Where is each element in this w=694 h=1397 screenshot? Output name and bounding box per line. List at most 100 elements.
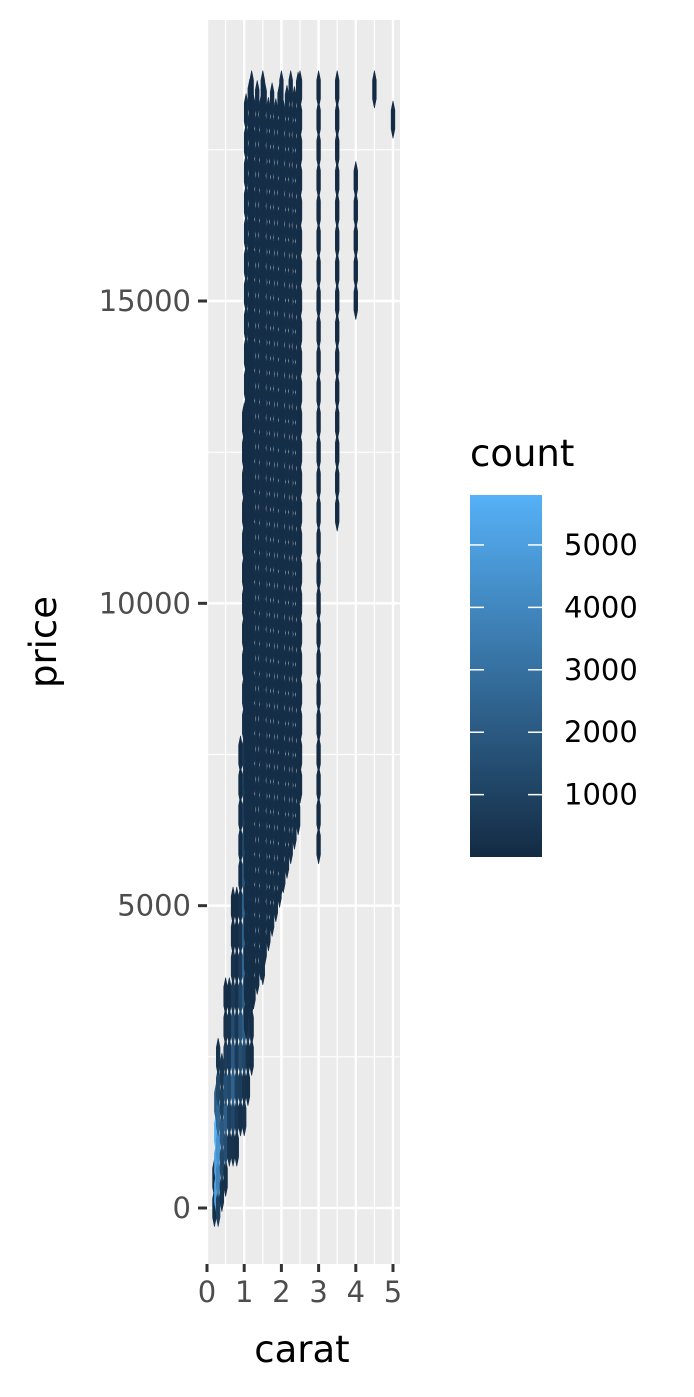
legend-break-label: 2000 xyxy=(564,715,638,749)
x-axis-title: carat xyxy=(254,1328,349,1371)
hexbin-cell xyxy=(262,81,267,120)
color-legend: count 1000 2000 3000 4000 5000 xyxy=(470,432,638,857)
hexbin-cell xyxy=(295,646,301,684)
hexbin-cell xyxy=(295,615,301,654)
hexbin-cell xyxy=(288,70,293,109)
hexbin-cell xyxy=(316,251,321,290)
hexbin-cell xyxy=(335,100,340,139)
hexbin-cell xyxy=(243,93,249,132)
hexbin-cell xyxy=(295,222,301,261)
hexbin-cell xyxy=(335,403,340,441)
hexbin-cell xyxy=(316,675,321,713)
hexbin-cell xyxy=(335,251,340,290)
hexbin-cell xyxy=(316,463,321,502)
hexbin-cell xyxy=(335,221,340,260)
hexbin-cell xyxy=(295,585,301,624)
hexbin-cell xyxy=(316,161,321,199)
hexbin-cell xyxy=(230,886,236,925)
hexbin-cell xyxy=(242,1098,247,1137)
hexbin-cell xyxy=(316,372,321,411)
hexbin-cell xyxy=(269,82,275,121)
hexbin-cell xyxy=(316,826,321,864)
hexbin-cell xyxy=(251,94,256,133)
hexbin-cell xyxy=(295,132,301,170)
hexbin-cell xyxy=(353,282,358,320)
hexbin-cell xyxy=(234,1128,239,1167)
legend-break-label: 4000 xyxy=(564,590,638,624)
hexbin-cell xyxy=(295,192,301,231)
hexbin-cell xyxy=(284,85,290,123)
hexbin-cell xyxy=(238,735,243,774)
hexbin-cell xyxy=(295,797,301,835)
hexbin-cell xyxy=(266,97,271,135)
hexbin-cell xyxy=(316,765,321,804)
hexbin-cell xyxy=(295,495,301,533)
hexbin-cell xyxy=(295,253,301,291)
hexbin-cell xyxy=(295,434,301,473)
hexbin-cell xyxy=(255,80,260,118)
hexbin-cell xyxy=(295,283,301,322)
hexbin-cell xyxy=(316,644,321,683)
hexbin-cell xyxy=(295,525,301,563)
y-tick-label: 15000 xyxy=(99,284,191,318)
hexbin-cell xyxy=(316,312,321,351)
hexbin-cell xyxy=(335,372,340,411)
hexbin-cell xyxy=(353,251,358,290)
legend-break-label: 1000 xyxy=(564,778,638,812)
hexbin-cell xyxy=(372,70,377,109)
hexbin-cell xyxy=(295,676,301,715)
hexbin-cell xyxy=(249,1038,254,1076)
hexbin-cell xyxy=(316,70,321,109)
hexbin-cell xyxy=(277,83,282,122)
hexbin-cell xyxy=(335,433,340,471)
hexbin-cell xyxy=(335,282,340,320)
hexbin-cell xyxy=(335,70,340,109)
hexbin-cell xyxy=(316,735,321,774)
hexbin-cell xyxy=(316,554,321,592)
hexbin-cell xyxy=(295,555,301,594)
hexbin-cell xyxy=(335,342,340,381)
hexbin-cell xyxy=(295,767,301,805)
x-tick-label: 3 xyxy=(309,1275,327,1309)
legend-title: count xyxy=(470,432,574,475)
hexbin-cell xyxy=(245,1068,251,1106)
hexbin-cell xyxy=(316,221,321,260)
y-tick-label: 10000 xyxy=(99,586,191,620)
hexbin-cell xyxy=(295,404,301,442)
hexbin-cell xyxy=(295,706,301,745)
hexbin-cell xyxy=(295,343,301,382)
x-tick-label: 2 xyxy=(272,1275,290,1309)
hexbin-cell xyxy=(258,95,264,134)
hexbin-cell xyxy=(335,131,340,169)
hexbin-cell xyxy=(273,98,278,136)
hexbin-cell xyxy=(247,79,252,117)
y-axis-title: price xyxy=(22,596,65,688)
hexbin-cell xyxy=(335,493,340,532)
x-tick-label: 0 xyxy=(198,1275,216,1309)
hexbin-cell xyxy=(353,221,358,260)
hexbin-cell xyxy=(295,71,301,110)
legend-break-label: 3000 xyxy=(564,653,638,687)
hexbin-cell xyxy=(292,86,297,124)
hexbin-cell xyxy=(316,584,321,623)
hexbin-cell xyxy=(223,1158,228,1197)
hexbin-cell xyxy=(295,464,301,503)
hexbin-cell xyxy=(316,100,321,139)
hexbin-cell xyxy=(234,886,239,925)
hexbin-cell xyxy=(316,403,321,441)
hexbin-cell xyxy=(316,191,321,230)
hexbin-cell xyxy=(219,1053,225,1091)
hexbin-cell xyxy=(295,162,301,201)
hexbin-cell xyxy=(316,493,321,532)
hexbin-cell xyxy=(223,977,228,1016)
x-tick-label: 1 xyxy=(235,1275,253,1309)
hexbin-cell xyxy=(353,191,358,230)
hexbin-cell xyxy=(295,736,301,775)
hexbin-cell xyxy=(335,161,340,199)
hexbin-cell xyxy=(295,313,301,352)
hexbin-cell xyxy=(295,374,301,412)
hexbin-cell xyxy=(316,131,321,169)
hexbin-cell xyxy=(316,796,321,834)
y-tick-label: 0 xyxy=(173,1191,191,1225)
